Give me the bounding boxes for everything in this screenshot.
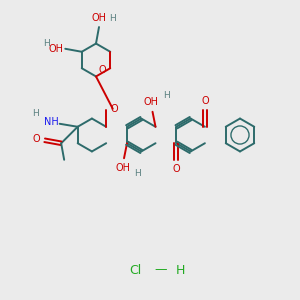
Text: OH: OH <box>49 44 64 54</box>
Text: OH: OH <box>143 97 158 107</box>
Text: NH: NH <box>44 117 58 127</box>
Text: —: — <box>154 263 167 277</box>
Text: OH: OH <box>92 13 106 23</box>
Text: H: H <box>43 39 50 48</box>
Text: OH: OH <box>115 163 130 173</box>
Text: H: H <box>109 14 116 22</box>
Text: H: H <box>134 169 141 178</box>
Text: Cl: Cl <box>129 263 141 277</box>
Text: O: O <box>32 134 40 144</box>
Text: O: O <box>98 65 106 75</box>
Text: O: O <box>172 164 180 174</box>
Text: H: H <box>163 91 170 100</box>
Text: H: H <box>32 109 38 118</box>
Text: H: H <box>175 263 185 277</box>
Text: O: O <box>111 104 119 114</box>
Text: O: O <box>201 96 209 106</box>
